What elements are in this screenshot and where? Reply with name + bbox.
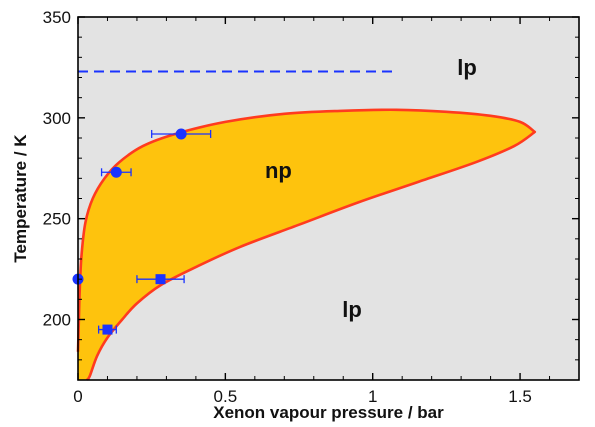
y-tick-label: 300 [43,109,71,128]
phase-boundary-layer [76,108,537,381]
x-tick-label: 1 [368,387,377,406]
square-data-point [102,324,113,335]
region-label-lp: lp [457,55,477,80]
x-tick-label: 0.5 [214,387,238,406]
x-tick-label: 1.5 [508,387,532,406]
np-region-layer [78,109,535,380]
y-tick-label: 250 [43,210,71,229]
phase-boundary-curve [76,108,537,381]
x-axis-title: Xenon vapour pressure / bar [213,403,444,422]
x-tick-label: 0 [73,387,82,406]
y-tick-label: 350 [43,8,71,27]
axis-ticks-layer: 0 0.5 1 1.5 200 250 300 350 [43,8,579,406]
square-data-point [155,274,166,285]
y-axis-title: Temperature / K [11,134,30,263]
circle-data-point [110,166,122,178]
circle-data-point [175,128,187,140]
np-region-fill [78,109,535,380]
region-label-lp: lp [342,297,362,322]
region-label-np: np [265,158,292,183]
y-tick-label: 200 [43,311,71,330]
region-labels-layer: lp np lp [265,55,477,322]
